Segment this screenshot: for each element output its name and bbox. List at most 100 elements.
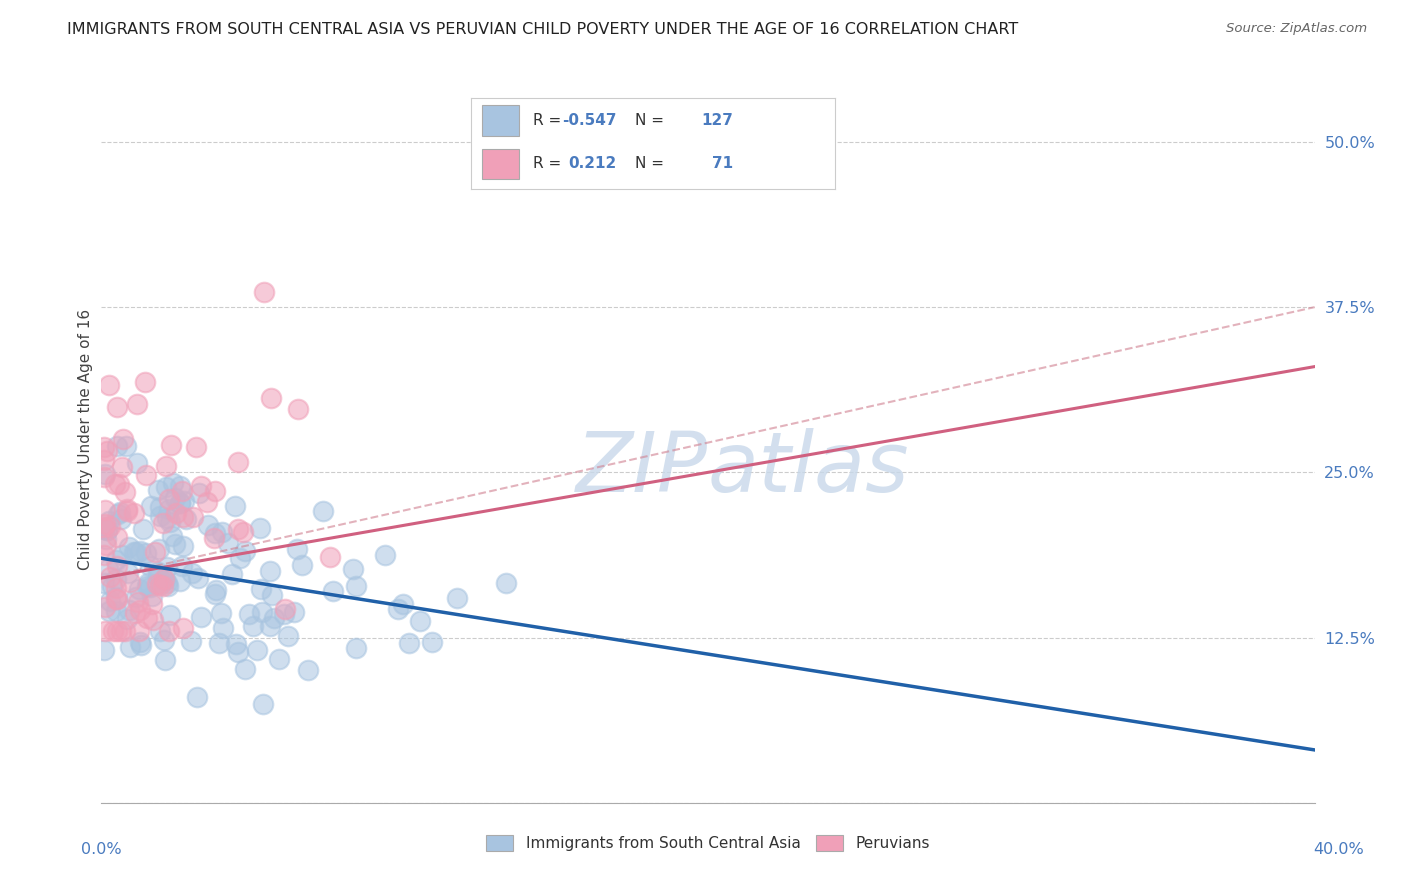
Point — [105, 439, 128, 453]
Point — [132, 522, 155, 536]
Point — [181, 510, 204, 524]
Point — [226, 454, 249, 468]
Point — [232, 525, 254, 540]
Text: 0.0%: 0.0% — [82, 842, 121, 856]
Point — [105, 590, 128, 604]
Point — [93, 440, 115, 454]
Point — [212, 621, 235, 635]
Point — [118, 575, 141, 590]
Point — [180, 634, 202, 648]
Point — [152, 579, 174, 593]
Point — [160, 529, 183, 543]
Point — [181, 566, 204, 581]
Point — [128, 582, 150, 596]
Point — [146, 570, 169, 584]
Point — [149, 624, 172, 639]
Point — [408, 614, 430, 628]
Point — [94, 624, 117, 638]
Point — [125, 397, 148, 411]
Point — [170, 559, 193, 574]
Point — [105, 624, 128, 638]
Point — [97, 562, 120, 576]
Point — [187, 571, 209, 585]
Point — [122, 506, 145, 520]
Text: ZIP: ZIP — [576, 428, 709, 509]
Point — [287, 402, 309, 417]
Point — [96, 523, 118, 537]
Point — [93, 502, 115, 516]
Point — [146, 577, 169, 591]
Point — [98, 519, 121, 533]
Point — [93, 469, 115, 483]
Point — [238, 607, 260, 621]
Point — [141, 597, 163, 611]
Legend: Immigrants from South Central Asia, Peruvians: Immigrants from South Central Asia, Peru… — [479, 829, 936, 857]
Point — [145, 545, 167, 559]
Point — [139, 499, 162, 513]
Point — [117, 566, 139, 580]
Point — [104, 476, 127, 491]
Point — [117, 502, 139, 516]
Point — [98, 604, 121, 618]
Point — [146, 483, 169, 497]
Point — [187, 486, 209, 500]
Point — [152, 516, 174, 530]
Text: Source: ZipAtlas.com: Source: ZipAtlas.com — [1226, 22, 1367, 36]
Point — [108, 477, 131, 491]
Point — [204, 586, 226, 600]
Point — [217, 535, 239, 549]
Point — [173, 494, 195, 508]
Point — [98, 570, 121, 584]
Point — [204, 583, 226, 598]
Point — [153, 573, 176, 587]
Point — [211, 524, 233, 539]
Point — [209, 606, 232, 620]
Point — [172, 509, 194, 524]
Point — [226, 645, 249, 659]
Point — [233, 543, 256, 558]
Text: 40.0%: 40.0% — [1313, 842, 1364, 856]
Point — [111, 432, 134, 446]
Point — [165, 537, 187, 551]
Point — [159, 516, 181, 530]
Point — [344, 579, 367, 593]
Point — [387, 602, 409, 616]
Point — [153, 633, 176, 648]
Point — [129, 635, 152, 649]
Point — [226, 522, 249, 536]
Point — [157, 579, 180, 593]
Point — [283, 605, 305, 619]
Point — [124, 545, 146, 559]
Point — [250, 582, 273, 596]
Point — [127, 595, 149, 609]
Point — [322, 583, 344, 598]
Point — [374, 548, 396, 562]
Point — [107, 508, 129, 522]
Point — [163, 491, 186, 506]
Point — [156, 576, 179, 591]
Point — [136, 578, 159, 592]
Point — [124, 607, 146, 621]
Point — [190, 610, 212, 624]
Point — [96, 523, 118, 537]
Point — [197, 518, 219, 533]
Point — [269, 652, 291, 666]
Point — [93, 576, 115, 591]
Point — [174, 512, 197, 526]
Point — [141, 589, 163, 603]
Point — [190, 479, 212, 493]
Point — [169, 496, 191, 510]
Point — [277, 629, 299, 643]
Point — [124, 590, 146, 604]
Point — [260, 391, 283, 405]
Point — [285, 542, 308, 557]
Point — [169, 479, 191, 493]
Point — [202, 531, 225, 545]
Point — [105, 558, 128, 573]
Point — [169, 574, 191, 589]
Point — [114, 624, 136, 638]
Point — [94, 538, 117, 552]
Point — [114, 485, 136, 500]
Point — [172, 539, 194, 553]
Point — [94, 532, 117, 546]
